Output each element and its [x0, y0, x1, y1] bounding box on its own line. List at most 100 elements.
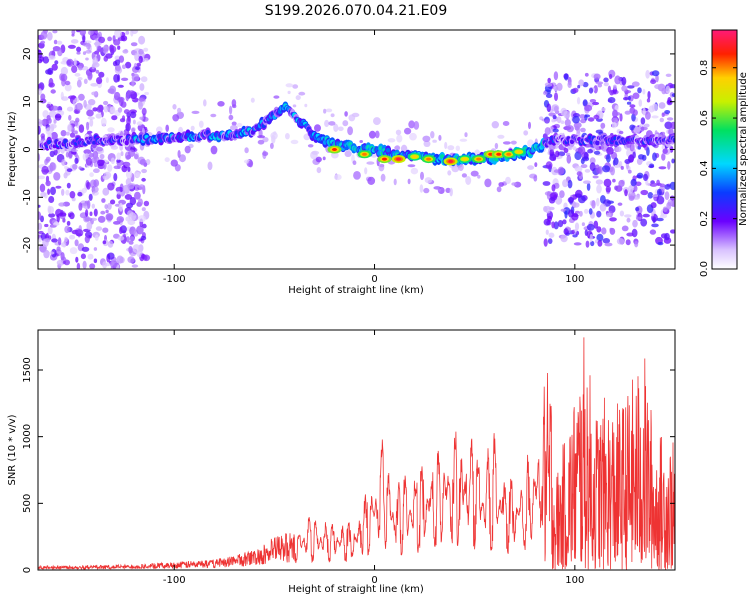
noise-blob: [659, 117, 664, 123]
noise-blob: [613, 84, 617, 90]
snr-series-line: [38, 337, 675, 570]
noise-blob: [650, 202, 657, 209]
noise-blob: [232, 104, 237, 109]
y-tick-label: 500: [22, 494, 33, 513]
noise-blob: [85, 57, 89, 61]
noise-blob: [659, 214, 668, 219]
noise-blob: [545, 229, 549, 235]
noise-blob: [640, 218, 648, 227]
noise-blob: [447, 145, 455, 151]
noise-blob: [109, 45, 117, 53]
noise-blob: [553, 71, 559, 81]
y-tick-label: 1000: [22, 424, 33, 449]
hotspot-core: [362, 152, 367, 156]
noise-blob: [128, 246, 133, 254]
noise-blob: [596, 184, 602, 194]
noise-blob: [548, 232, 555, 238]
noise-blob: [131, 73, 140, 82]
noise-blob: [84, 200, 89, 204]
noise-blob: [627, 169, 632, 174]
y-tick-label: 10: [22, 95, 33, 108]
noise-blob: [626, 101, 632, 105]
noise-blob: [75, 117, 80, 123]
noise-blob: [91, 91, 98, 96]
noise-blob: [262, 151, 269, 156]
noise-blob: [69, 212, 75, 220]
noise-blob: [559, 190, 565, 199]
noise-blob: [661, 112, 665, 117]
noise-blob: [394, 145, 401, 151]
noise-blob: [47, 226, 53, 235]
noise-blob: [592, 175, 599, 179]
noise-blob: [577, 84, 581, 89]
noise-blob: [107, 240, 114, 248]
noise-blob: [572, 234, 578, 238]
noise-blob: [80, 253, 86, 260]
noise-blob: [465, 176, 472, 185]
noise-blob: [53, 172, 61, 181]
noise-blob: [632, 219, 638, 228]
noise-blob: [116, 193, 121, 200]
noise-blob: [79, 30, 86, 36]
noise-blob: [92, 107, 98, 112]
noise-blob: [316, 167, 322, 174]
noise-blob: [642, 107, 646, 116]
noise-blob: [618, 179, 625, 188]
noise-blob: [649, 163, 655, 168]
noise-blob: [82, 51, 87, 55]
snr-ylabel: SNR (10 * v/v): [7, 414, 18, 485]
noise-blob: [422, 135, 431, 142]
noise-blob: [609, 227, 613, 232]
noise-blob: [409, 132, 417, 141]
noise-blob: [46, 31, 53, 41]
noise-blob: [64, 80, 71, 86]
noise-blob: [604, 242, 613, 247]
noise-blob: [62, 260, 66, 264]
noise-blob: [553, 221, 559, 230]
noise-blob: [61, 188, 65, 196]
noise-blob: [65, 131, 70, 136]
noise-blob: [638, 99, 643, 107]
noise-blob: [646, 98, 651, 103]
noise-blob: [545, 93, 553, 98]
noise-blob: [549, 153, 557, 162]
noise-blob: [668, 128, 674, 136]
noise-blob: [661, 153, 666, 161]
noise-blob: [640, 117, 646, 125]
noise-blob: [290, 139, 299, 145]
noise-blob: [56, 40, 63, 45]
noise-blob: [413, 121, 420, 130]
noise-blob: [285, 83, 294, 88]
noise-blob: [121, 165, 128, 173]
noise-blob: [420, 171, 424, 181]
noise-blob: [564, 119, 571, 127]
noise-blob: [587, 117, 595, 122]
noise-blob: [552, 128, 559, 133]
noise-blob: [588, 208, 593, 215]
ridge-blob: [569, 139, 575, 145]
noise-blob: [367, 176, 376, 185]
noise-blob: [621, 225, 629, 232]
noise-blob: [572, 87, 579, 93]
ridge-blob: [672, 137, 675, 143]
noise-blob: [177, 107, 182, 114]
noise-blob: [78, 124, 85, 133]
noise-blob: [89, 211, 93, 217]
noise-blob: [83, 78, 88, 85]
noise-blob: [596, 210, 602, 218]
noise-blob: [587, 149, 593, 154]
noise-blob: [657, 241, 664, 246]
noise-blob: [563, 228, 569, 235]
hotspot-core: [462, 157, 468, 161]
hotspot-core: [382, 157, 387, 161]
noise-blob: [631, 228, 638, 238]
noise-blob: [562, 179, 569, 188]
ridge-blob: [47, 139, 52, 145]
noise-blob: [50, 186, 56, 196]
noise-blob: [484, 178, 492, 188]
noise-blob: [292, 84, 299, 89]
noise-blob: [298, 91, 306, 96]
noise-blob: [670, 195, 675, 201]
noise-blob: [55, 185, 62, 189]
noise-blob: [628, 195, 635, 201]
